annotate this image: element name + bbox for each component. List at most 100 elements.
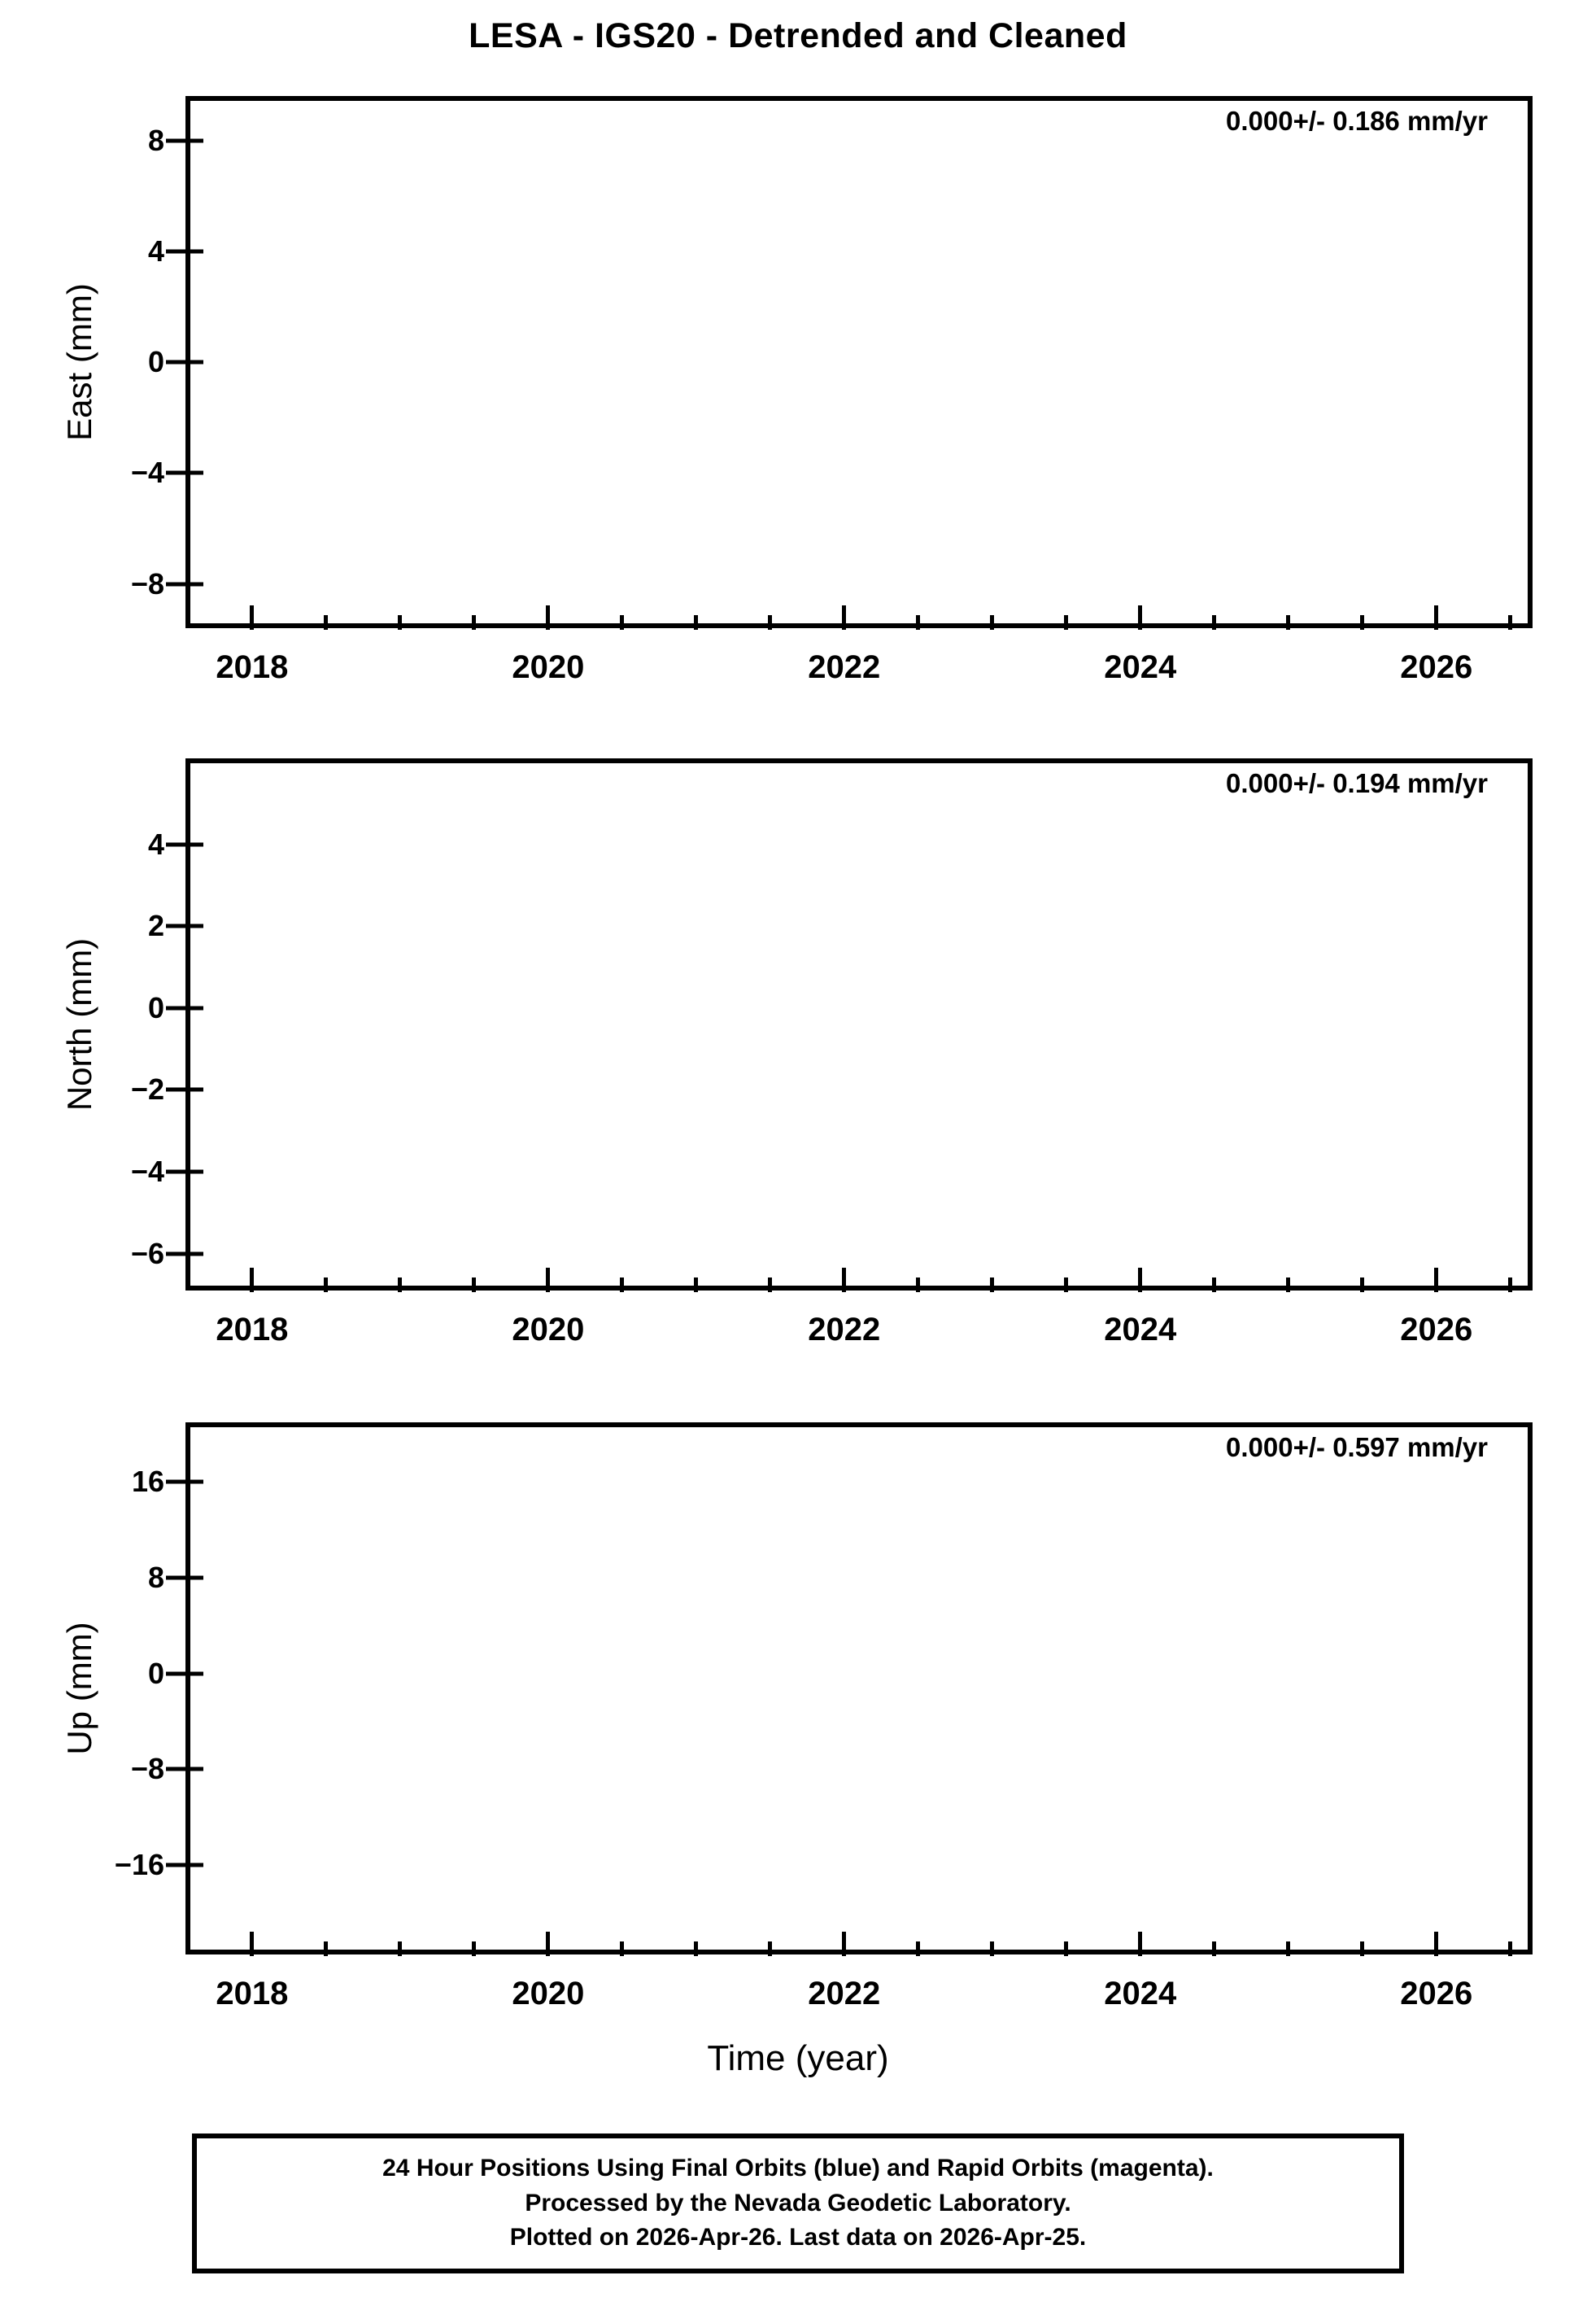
rate-annotation-east: 0.000+/- 0.186 mm/yr xyxy=(1226,106,1488,136)
y-tick-mark-east-4 xyxy=(166,582,185,586)
x-tick-label-north-3: 2024 xyxy=(1104,1312,1177,1347)
footer-caption-box: 24 Hour Positions Using Final Orbits (bl… xyxy=(192,2133,1404,2273)
footer-line-2: Processed by the Nevada Geodetic Laborat… xyxy=(525,2189,1071,2216)
x-tick-mark-north-2022.5 xyxy=(916,1277,921,1292)
footer-line-3: Plotted on 2026-Apr-26. Last data on 202… xyxy=(509,2224,1087,2251)
x-tick-mark-up-2025.5 xyxy=(1360,1941,1365,1956)
x-tick-mark-north-2025 xyxy=(1286,1277,1291,1292)
x-tick-mark-east-2018.5 xyxy=(324,615,329,630)
y-tick-mark-north-5 xyxy=(166,1251,185,1256)
y-tick-mark-north-2 xyxy=(166,1006,185,1011)
x-tick-label-up-1: 2020 xyxy=(512,1976,585,2011)
x-tick-mark-north-2024.5 xyxy=(1212,1277,1217,1292)
x-tick-mark-up-2023 xyxy=(990,1941,995,1956)
x-tick-mark-east-2021 xyxy=(694,615,699,630)
y-tick-mark-up-0 xyxy=(166,1479,185,1484)
x-tick-mark-east-2020 xyxy=(546,605,551,630)
rate-annotation-north: 0.000+/- 0.194 mm/yr xyxy=(1226,768,1488,798)
x-tick-label-up-0: 2018 xyxy=(216,1976,289,2011)
rate-annotation-up: 0.000+/- 0.597 mm/yr xyxy=(1226,1432,1488,1462)
plot-frame-up xyxy=(185,1422,1533,1954)
y-tick-mark-up-1 xyxy=(166,1575,185,1580)
y-tick-mark-inner-north-0 xyxy=(185,842,203,847)
y-tick-label-up-0: 16 xyxy=(131,1465,164,1499)
y-tick-label-up-1: 8 xyxy=(147,1561,164,1595)
y-tick-mark-inner-up-4 xyxy=(185,1863,203,1867)
y-axis-title-up: Up (mm) xyxy=(60,1622,98,1755)
x-tick-label-up-4: 2026 xyxy=(1400,1976,1473,2011)
x-tick-mark-east-2023 xyxy=(990,615,995,630)
x-tick-mark-north-2026.5 xyxy=(1508,1277,1513,1292)
plot-frame-north xyxy=(185,758,1533,1291)
x-tick-mark-up-2020 xyxy=(546,1932,551,1956)
x-tick-mark-north-2026 xyxy=(1434,1268,1439,1292)
y-axis-title-north: North (mm) xyxy=(60,937,98,1112)
x-tick-mark-up-2024.5 xyxy=(1212,1941,1217,1956)
y-tick-mark-up-2 xyxy=(166,1671,185,1676)
y-tick-label-up-3: −8 xyxy=(130,1752,164,1786)
panel-north: 4 2 0 −2 −4 −6 2018 2020 2022 2024 2026 North (mm) 0… xyxy=(60,758,1533,1347)
x-tick-label-up-2: 2022 xyxy=(808,1976,881,2011)
y-tick-label-east-2: 0 xyxy=(147,345,164,378)
x-tick-mark-up-2023.5 xyxy=(1064,1941,1069,1956)
y-tick-label-north-3: −2 xyxy=(130,1072,164,1107)
x-tick-mark-up-2025 xyxy=(1286,1941,1291,1956)
x-tick-mark-north-2019 xyxy=(398,1277,403,1292)
y-tick-mark-east-1 xyxy=(166,249,185,254)
x-tick-mark-east-2025.5 xyxy=(1360,615,1365,630)
x-tick-label-east-4: 2026 xyxy=(1400,649,1473,685)
y-tick-label-up-2: 0 xyxy=(147,1656,164,1690)
x-tick-label-east-0: 2018 xyxy=(216,649,289,685)
y-tick-mark-inner-up-2 xyxy=(185,1671,203,1676)
x-tick-label-north-4: 2026 xyxy=(1400,1312,1473,1347)
y-tick-mark-up-4 xyxy=(166,1863,185,1867)
y-tick-mark-east-0 xyxy=(166,138,185,142)
x-tick-mark-up-2019.5 xyxy=(472,1941,477,1956)
x-tick-label-north-1: 2020 xyxy=(512,1312,585,1347)
y-tick-mark-east-2 xyxy=(166,360,185,365)
x-tick-mark-north-2021 xyxy=(694,1277,699,1292)
x-tick-mark-north-2022 xyxy=(842,1268,847,1292)
y-tick-mark-inner-north-5 xyxy=(185,1251,203,1256)
y-tick-mark-inner-north-4 xyxy=(185,1169,203,1174)
y-tick-mark-inner-east-2 xyxy=(185,360,203,365)
x-tick-label-up-3: 2024 xyxy=(1104,1976,1177,2011)
x-tick-mark-east-2023.5 xyxy=(1064,615,1069,630)
y-tick-mark-inner-east-1 xyxy=(185,249,203,254)
x-tick-mark-east-2018 xyxy=(250,605,255,630)
footer-line-1: 24 Hour Positions Using Final Orbits (bl… xyxy=(382,2155,1214,2182)
y-axis-title-east: East (mm) xyxy=(60,283,98,441)
x-tick-mark-north-2021.5 xyxy=(768,1277,773,1292)
x-tick-mark-up-2022.5 xyxy=(916,1941,921,1956)
y-tick-label-north-5: −6 xyxy=(130,1236,164,1270)
y-tick-label-north-2: 0 xyxy=(147,990,164,1024)
y-tick-label-east-4: −8 xyxy=(130,566,164,601)
panel-up: 16 8 0 −8 −16 2018 2020 2022 2024 2026 Up (mm) 0.00… xyxy=(60,1422,1533,2011)
y-tick-mark-east-3 xyxy=(166,470,185,475)
y-tick-label-up-4: −16 xyxy=(114,1847,164,1881)
y-tick-mark-up-3 xyxy=(166,1767,185,1771)
y-tick-mark-inner-north-2 xyxy=(185,1006,203,1011)
x-tick-mark-east-2026 xyxy=(1434,605,1439,630)
y-tick-mark-inner-north-1 xyxy=(185,924,203,928)
x-tick-mark-east-2026.5 xyxy=(1508,615,1513,630)
x-tick-mark-up-2026.5 xyxy=(1508,1941,1513,1956)
x-tick-mark-up-2020.5 xyxy=(620,1941,625,1956)
x-tick-mark-north-2024 xyxy=(1138,1268,1143,1292)
x-tick-mark-east-2022.5 xyxy=(916,615,921,630)
panel-east: 8 4 0 −4 −8 2018 2020 2022 2024 2026 East (mm) 0.00… xyxy=(60,96,1533,685)
y-tick-mark-north-1 xyxy=(166,924,185,928)
x-tick-mark-east-2024.5 xyxy=(1212,615,1217,630)
x-tick-mark-up-2018.5 xyxy=(324,1941,329,1956)
y-tick-mark-inner-up-0 xyxy=(185,1479,203,1484)
x-tick-label-east-1: 2020 xyxy=(512,649,585,685)
x-tick-mark-up-2021 xyxy=(694,1941,699,1956)
y-tick-label-east-1: 4 xyxy=(147,234,164,268)
y-tick-mark-north-4 xyxy=(166,1169,185,1174)
x-tick-label-north-2: 2022 xyxy=(808,1312,881,1347)
x-tick-mark-north-2018 xyxy=(250,1268,255,1292)
x-tick-mark-east-2024 xyxy=(1138,605,1143,630)
x-tick-mark-north-2019.5 xyxy=(472,1277,477,1292)
y-tick-mark-inner-up-3 xyxy=(185,1767,203,1771)
